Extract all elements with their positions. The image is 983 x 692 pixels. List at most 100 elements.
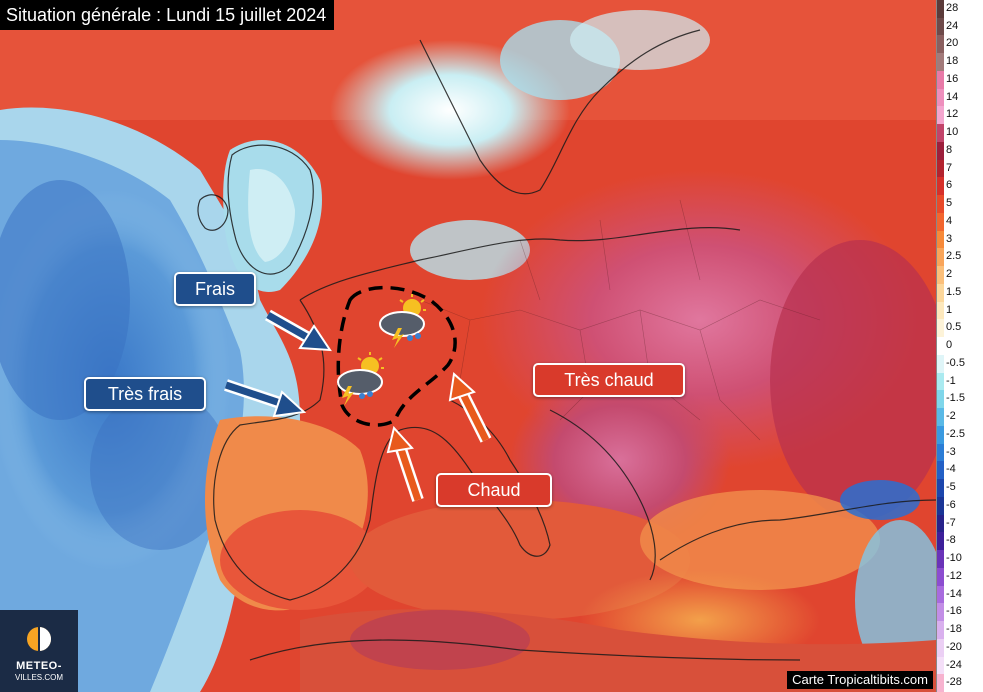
scale-row: 1.5 <box>937 283 983 303</box>
scale-swatch <box>937 88 944 108</box>
scale-swatch <box>937 70 944 90</box>
scale-row: 10 <box>937 124 983 143</box>
scale-row: -1.5 <box>937 390 983 410</box>
scale-swatch <box>937 532 944 552</box>
scale-row: -10 <box>937 550 983 569</box>
scale-value-label: 1.5 <box>946 285 962 298</box>
scale-value-label: -7 <box>946 516 956 529</box>
scale-value-label: -0.5 <box>946 356 965 369</box>
thunderstorm-sun-icon <box>379 294 426 348</box>
scale-value-label: -1.5 <box>946 392 965 405</box>
scale-row: 16 <box>937 70 983 90</box>
scale-swatch <box>937 638 944 658</box>
scale-swatch <box>937 124 944 143</box>
scale-swatch <box>937 390 944 410</box>
scale-swatch <box>937 195 944 214</box>
scale-swatch <box>937 354 944 374</box>
scale-value-label: 24 <box>946 19 959 32</box>
map-credit: Carte Tropicaltibits.com <box>787 671 933 689</box>
scale-swatch <box>937 585 944 605</box>
scale-value-label: 0 <box>946 339 953 352</box>
anomaly-color-scale: 28 24 20 18 16 14 12 10 8 7 6 5 4 3 2.5 2 1.5 1 0.5 0 -0.5 -1… <box>936 0 983 692</box>
scale-row: -6 <box>937 496 983 516</box>
scale-swatch <box>937 674 944 692</box>
scale-row: 14 <box>937 88 983 108</box>
scale-value-label: 8 <box>946 143 953 156</box>
scale-value-label: 7 <box>946 161 953 174</box>
scale-swatch <box>937 301 944 321</box>
scale-swatch <box>937 0 944 19</box>
scale-row: -5 <box>937 479 983 498</box>
scale-swatch <box>937 141 944 161</box>
scale-value-label: 10 <box>946 126 959 139</box>
scale-value-label: -6 <box>946 498 956 511</box>
scale-value-label: 18 <box>946 55 959 68</box>
scale-swatch <box>937 514 944 534</box>
scale-row: -14 <box>937 585 983 605</box>
scale-row: -4 <box>937 461 983 481</box>
scale-row: -7 <box>937 514 983 534</box>
scale-swatch <box>937 266 944 285</box>
scale-value-label: -20 <box>946 640 962 653</box>
scale-row: -8 <box>937 532 983 552</box>
scale-value-label: -2.5 <box>946 427 965 440</box>
scale-row: -2 <box>937 408 983 427</box>
scale-row: 3 <box>937 230 983 250</box>
scale-value-label: 6 <box>946 179 953 192</box>
logo-text-line1: METEO- <box>16 660 62 672</box>
cool-arrow-frais <box>265 309 332 352</box>
scale-row: -16 <box>937 603 983 623</box>
scale-row: 12 <box>937 106 983 126</box>
scale-swatch <box>937 283 944 303</box>
scale-value-label: 0.5 <box>946 321 962 334</box>
scale-swatch <box>937 621 944 640</box>
scale-value-label: 28 <box>946 2 959 14</box>
scale-swatch <box>937 212 944 232</box>
logo-icon <box>27 627 51 651</box>
scale-value-label: -5 <box>946 481 956 494</box>
scale-row: 1 <box>937 301 983 321</box>
scale-row: 24 <box>937 17 983 37</box>
scale-swatch <box>937 372 944 392</box>
scale-swatch <box>937 337 944 356</box>
scale-swatch <box>937 159 944 179</box>
cool-arrow-tres-frais <box>224 379 307 418</box>
thunderstorm-sun-icon <box>337 352 384 406</box>
logo-text-line2: VILLES.COM <box>14 673 63 682</box>
scale-swatch <box>937 567 944 587</box>
label-frais: Frais <box>174 272 256 306</box>
scale-value-label: 4 <box>946 214 953 227</box>
scale-row: 2 <box>937 266 983 285</box>
scale-row: 0 <box>937 337 983 356</box>
scale-value-label: -1 <box>946 374 956 387</box>
scale-value-label: 3 <box>946 232 953 245</box>
scale-row: -20 <box>937 638 983 658</box>
map-title: Situation générale : Lundi 15 juillet 20… <box>0 0 335 30</box>
scale-swatch <box>937 425 944 445</box>
warm-arrow-chaud <box>386 425 424 502</box>
scale-value-label: -4 <box>946 463 956 476</box>
label-tres-frais: Très frais <box>84 377 206 411</box>
scale-swatch <box>937 443 944 463</box>
scale-swatch <box>937 461 944 481</box>
scale-value-label: -24 <box>946 658 962 671</box>
scale-row: 8 <box>937 141 983 161</box>
scale-value-label: 12 <box>946 108 959 121</box>
scale-row: -2.5 <box>937 425 983 445</box>
scale-row: 28 <box>937 0 983 19</box>
scale-row: 7 <box>937 159 983 179</box>
scale-row: 18 <box>937 53 983 72</box>
scale-row: 2.5 <box>937 248 983 268</box>
scale-swatch <box>937 319 944 339</box>
scale-row: 4 <box>937 212 983 232</box>
scale-value-label: -10 <box>946 552 962 565</box>
scale-swatch <box>937 106 944 126</box>
scale-swatch <box>937 479 944 498</box>
meteo-villes-logo: METEO- VILLES.COM <box>0 610 78 692</box>
scale-value-label: 2.5 <box>946 250 962 263</box>
coastlines <box>197 29 936 661</box>
warm-arrow-tres-chaud <box>448 372 492 443</box>
scale-value-label: -2 <box>946 410 956 423</box>
scale-row: -0.5 <box>937 354 983 374</box>
scale-value-label: 5 <box>946 197 953 210</box>
